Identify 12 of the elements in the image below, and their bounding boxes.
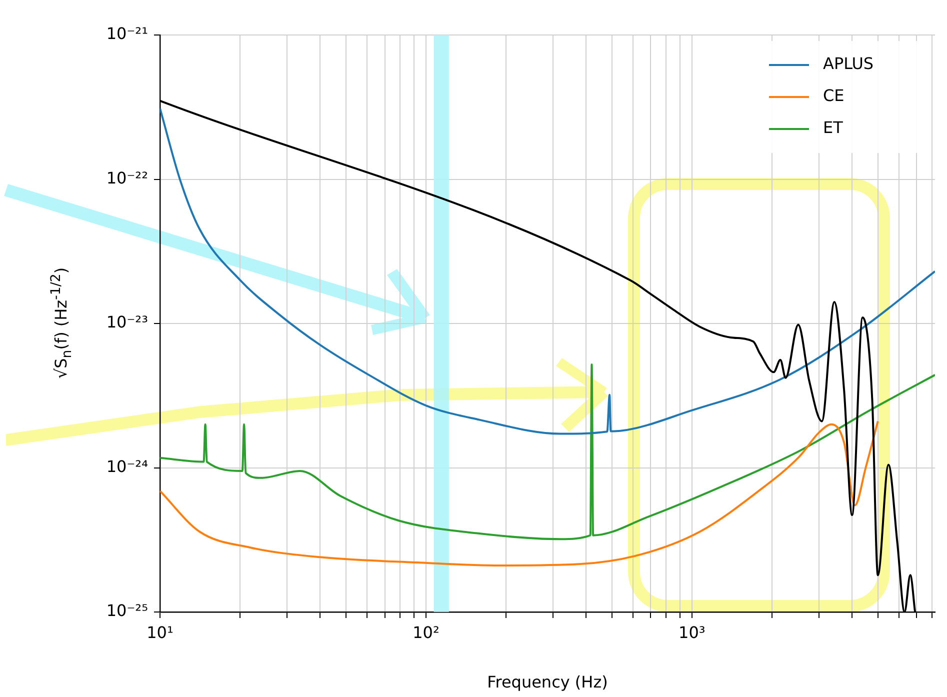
x-axis-title: Frequency (Hz) [487,672,608,692]
y-tick-label: 10⁻²⁵ [106,601,148,620]
x-tick-label: 10³ [678,622,706,642]
y-tick-label: 10⁻²¹ [106,24,148,44]
x-tick-label: 10¹ [146,622,174,642]
x-tick-label: 10² [412,622,440,642]
legend-label: CE [823,86,844,106]
legend-label: APLUS [823,54,874,74]
legend-label: ET [823,118,844,138]
y-tick-label: 10⁻²² [106,168,148,188]
y-tick-label: 10⁻²³ [106,312,148,332]
y-tick-label: 10⁻²⁴ [106,456,148,476]
